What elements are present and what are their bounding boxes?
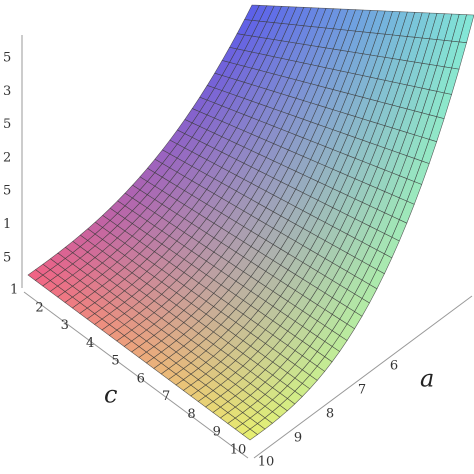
z-tick-label: 3	[3, 84, 11, 99]
c-tick-label: 6	[137, 371, 145, 386]
c-axis-label: c	[104, 381, 117, 409]
c-axis	[23, 291, 249, 459]
surface	[27, 4, 474, 441]
z-tick-label: 5	[3, 184, 11, 199]
a-axis-label: a	[420, 365, 434, 393]
a-tick-label: 6	[390, 359, 398, 374]
a-tick-label: 10	[258, 455, 275, 470]
c-tick-label: 5	[111, 354, 119, 369]
c-tick-label: 8	[187, 407, 195, 422]
z-tick-label: 5	[3, 117, 11, 132]
a-axis	[253, 295, 473, 459]
a-tick-label: 8	[326, 407, 334, 422]
c-tick-label: 1	[10, 283, 18, 298]
c-tick-label: 7	[162, 389, 170, 404]
z-tick-label: 5	[3, 51, 11, 66]
surface-cell	[242, 428, 258, 441]
z-tick-label: 5	[3, 250, 11, 265]
c-tick-label: 2	[35, 300, 43, 315]
z-tick-label: 1	[3, 217, 11, 232]
z-tick-label: 2	[3, 150, 11, 165]
c-tick-label: 4	[86, 336, 94, 351]
axes	[21, 35, 473, 459]
c-tick-label: 9	[213, 425, 221, 440]
a-tick-label: 7	[358, 383, 366, 398]
c-tick-label: 10	[230, 443, 247, 458]
c-tick-label: 3	[61, 318, 69, 333]
a-tick-label: 9	[294, 431, 302, 446]
